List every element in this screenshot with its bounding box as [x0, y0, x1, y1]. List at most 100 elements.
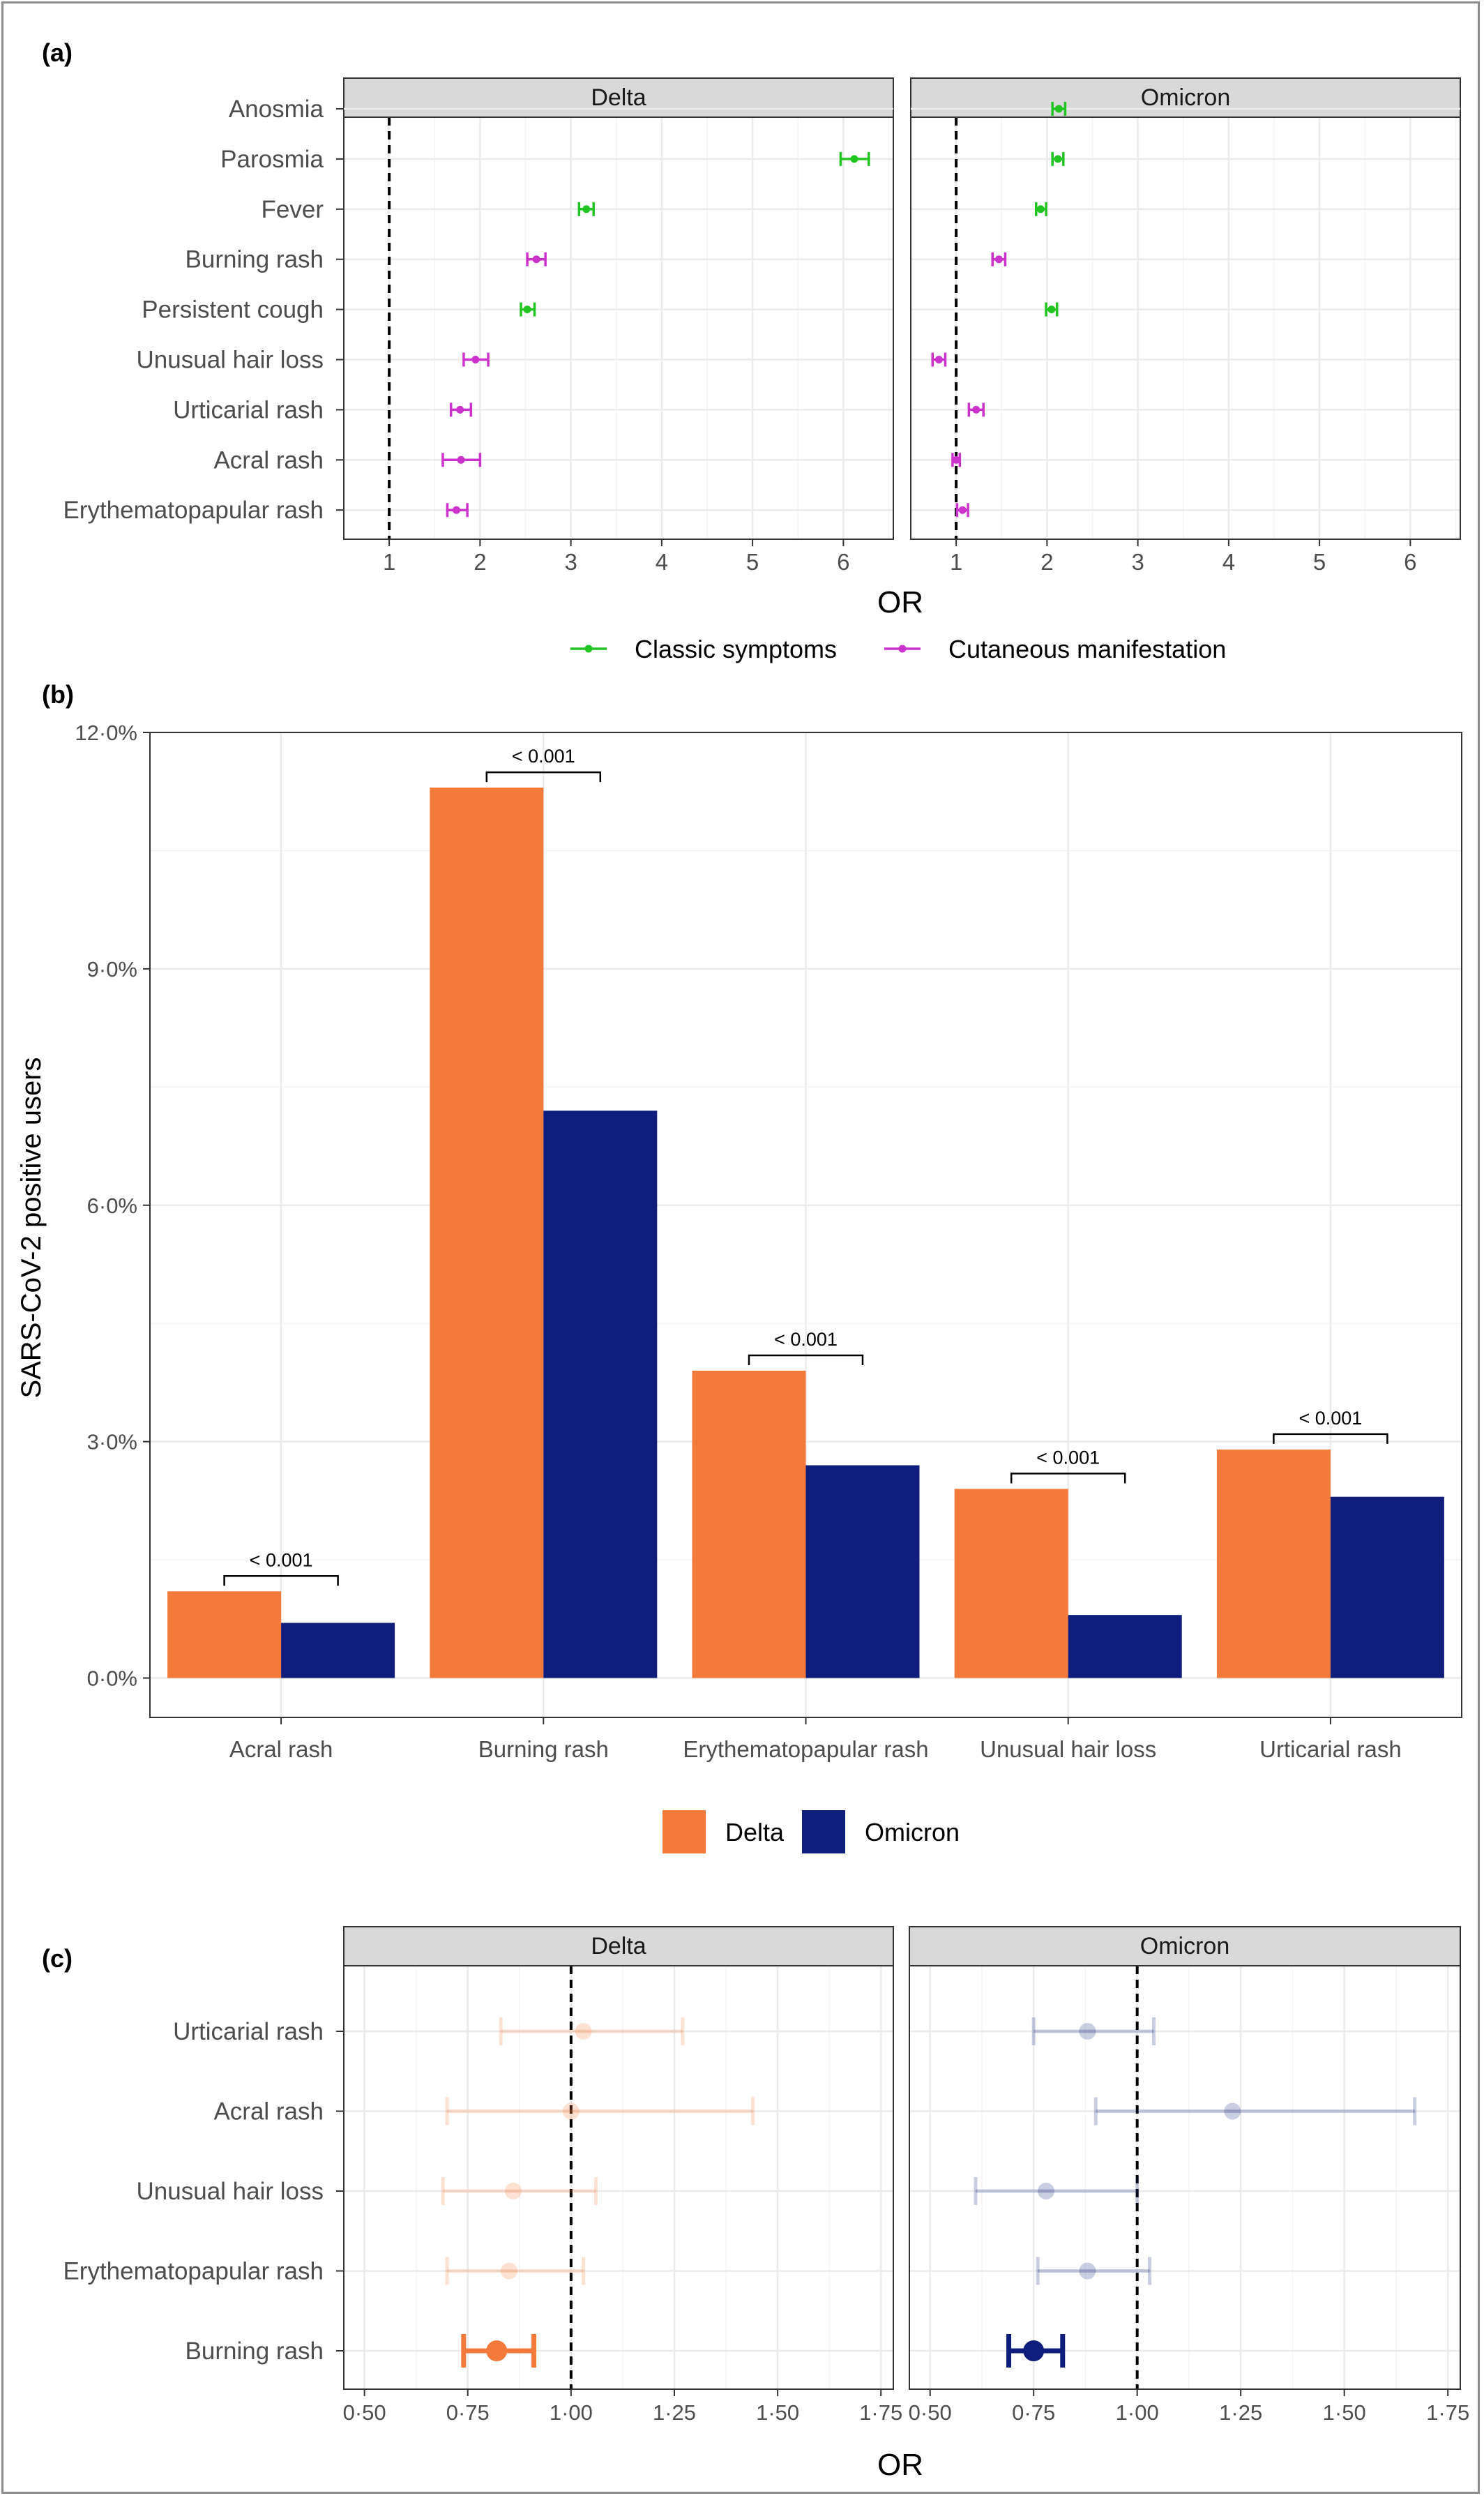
p-value-erythematopapular-rash: < 0.001 [774, 1329, 838, 1350]
x-axis-title-a: OR [877, 585, 923, 619]
point-c-acral-rash-delta [562, 2102, 580, 2120]
panel-a-background-omicron [911, 117, 1460, 539]
p-value-urticarial-rash: < 0.001 [1298, 1408, 1362, 1429]
point-c-unusual-hair-loss-delta [504, 2183, 522, 2199]
point-fever-delta [582, 205, 591, 213]
y-tick-label-b: 3·0% [87, 1430, 137, 1454]
y-label-a-parosmia: Parosmia [220, 146, 324, 173]
legend-label-b-delta: Delta [725, 1818, 785, 1846]
y-label-c-acral-rash: Acral rash [213, 2098, 324, 2125]
point-erythematopapular-rash-omicron [958, 506, 967, 514]
bar-unusual-hair-loss-delta [954, 1489, 1068, 1678]
x-tick-label-b-urticarial-rash: Urticarial rash [1259, 1736, 1402, 1762]
y-label-a-urticarial-rash: Urticarial rash [173, 396, 324, 423]
y-label-c-burning-rash: Burning rash [186, 2338, 324, 2365]
x-tick-label-a-omicron: 2 [1040, 549, 1053, 575]
p-value-unusual-hair-loss: < 0.001 [1036, 1447, 1100, 1468]
facet-label-c-omicron: Omicron [1140, 1933, 1229, 1959]
legend-label-b-omicron: Omicron [865, 1818, 960, 1846]
point-c-erythematopapular-rash-delta [500, 2262, 517, 2280]
legend-key-point-classic-symptoms [584, 645, 593, 653]
x-tick-label-a-delta: 5 [746, 549, 759, 575]
point-unusual-hair-loss-delta [471, 356, 480, 363]
bar-unusual-hair-loss-omicron [1068, 1615, 1182, 1678]
x-tick-label-c-omicron: 1·00 [1116, 2400, 1159, 2425]
x-tick-label-c-delta: 1·75 [859, 2400, 902, 2425]
x-tick-label-c-omicron: 1·75 [1426, 2400, 1469, 2425]
x-tick-label-c-omicron: 0·75 [1012, 2400, 1055, 2425]
bar-urticarial-rash-omicron [1330, 1496, 1444, 1678]
y-tick-label-b: 9·0% [87, 957, 137, 981]
y-tick-label-b: 6·0% [87, 1194, 137, 1218]
significance-bracket-urticarial-rash [1273, 1433, 1388, 1444]
panel-c-background-delta [344, 1966, 893, 2389]
x-tick-label-c-delta: 1·25 [653, 2400, 696, 2425]
legend-key-delta [662, 1810, 706, 1853]
legend-key-omicron [802, 1810, 845, 1853]
panel-a-border-delta [343, 116, 894, 540]
x-tick-label-b-unusual-hair-loss: Unusual hair loss [980, 1736, 1156, 1762]
x-tick-label-a-omicron: 5 [1313, 549, 1326, 575]
y-axis-title-b: SARS-CoV-2 positive users [16, 1057, 47, 1398]
significance-bracket-unusual-hair-loss [1010, 1473, 1126, 1484]
significance-bracket-erythematopapular-rash [748, 1354, 864, 1365]
panel-label-c: (c) [42, 1944, 73, 1973]
point-c-unusual-hair-loss-omicron [1038, 2183, 1055, 2199]
bar-urticarial-rash-delta [1216, 1449, 1331, 1678]
point-c-urticarial-rash-omicron [1079, 2023, 1096, 2040]
y-label-c-unusual-hair-loss: Unusual hair loss [137, 2178, 324, 2205]
x-tick-label-a-delta: 3 [564, 549, 577, 575]
x-tick-label-a-omicron: 4 [1222, 549, 1235, 575]
p-value-burning-rash: < 0.001 [512, 746, 575, 767]
x-tick-label-a-omicron: 1 [950, 549, 962, 575]
point-c-urticarial-rash-delta [575, 2023, 592, 2040]
significance-bracket-acral-rash [223, 1575, 339, 1586]
x-tick-label-a-delta: 2 [474, 549, 486, 575]
point-c-erythematopapular-rash-omicron [1079, 2262, 1096, 2280]
point-acral-rash-delta [457, 456, 465, 464]
y-label-c-urticarial-rash: Urticarial rash [173, 2018, 324, 2045]
y-label-a-unusual-hair-loss: Unusual hair loss [137, 347, 324, 374]
bar-acral-rash-omicron [281, 1623, 395, 1678]
facet-label-a-delta: Delta [591, 84, 646, 111]
p-value-acral-rash: < 0.001 [250, 1549, 313, 1570]
point-urticarial-rash-omicron [972, 405, 980, 414]
bar-burning-rash-omicron [543, 1111, 658, 1678]
point-persistent-cough-delta [523, 306, 531, 314]
bar-burning-rash-delta [430, 788, 544, 1678]
point-erythematopapular-rash-delta [453, 506, 461, 514]
point-c-burning-rash-delta [486, 2340, 508, 2361]
legend-label-classic-symptoms: Classic symptoms [635, 635, 837, 663]
bar-erythematopapular-rash-omicron [805, 1465, 920, 1678]
y-label-a-fever: Fever [262, 196, 324, 223]
x-tick-label-c-delta: 0·75 [446, 2400, 490, 2425]
y-label-a-anosmia: Anosmia [229, 96, 324, 123]
panel-label-b: (b) [42, 680, 74, 709]
x-tick-label-c-delta: 1·00 [550, 2400, 593, 2425]
point-burning-rash-delta [532, 255, 540, 264]
x-tick-label-a-delta: 4 [656, 549, 668, 575]
point-urticarial-rash-delta [456, 405, 464, 414]
y-label-a-burning-rash: Burning rash [186, 246, 324, 273]
facet-label-c-delta: Delta [591, 1933, 646, 1959]
x-tick-label-a-delta: 6 [837, 549, 849, 575]
x-tick-label-b-erythematopapular-rash: Erythematopapular rash [683, 1736, 928, 1762]
legend-key-point-cutaneous-manifestation [898, 645, 907, 653]
facet-strip-c-omicron [909, 1926, 1461, 1966]
x-axis-title-c: OR [877, 2448, 923, 2482]
x-tick-label-c-omicron: 1·25 [1219, 2400, 1262, 2425]
facet-strip-a-delta [343, 77, 894, 118]
x-tick-label-a-omicron: 6 [1404, 549, 1416, 575]
bar-erythematopapular-rash-delta [692, 1370, 806, 1678]
y-label-a-erythematopapular-rash: Erythematopapular rash [63, 497, 324, 524]
x-tick-label-c-omicron: 0·50 [909, 2400, 952, 2425]
y-label-c-erythematopapular-rash: Erythematopapular rash [63, 2258, 324, 2285]
facet-strip-c-delta [343, 1926, 894, 1966]
point-fever-omicron [1036, 205, 1045, 213]
panel-label-a: (a) [42, 38, 73, 67]
x-tick-label-c-delta: 1·50 [756, 2400, 799, 2425]
panel-a-background-delta [344, 117, 893, 539]
x-tick-label-a-delta: 1 [383, 549, 395, 575]
facet-strip-a-omicron [910, 77, 1461, 118]
